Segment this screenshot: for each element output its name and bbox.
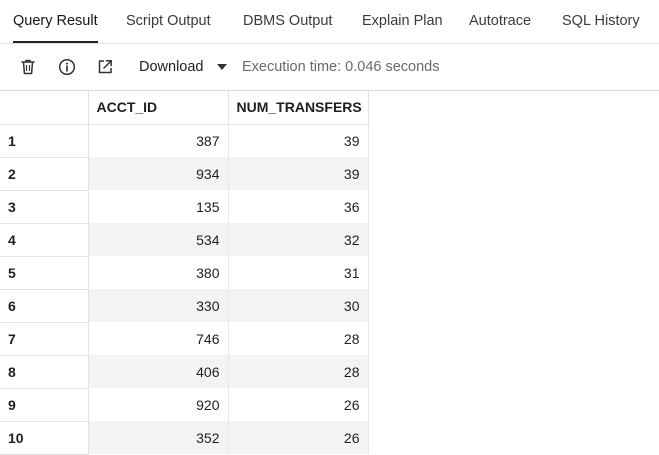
table-row[interactable]: 4 534 32 [0, 223, 369, 257]
cell-num-transfers[interactable]: 39 [228, 157, 369, 190]
row-number: 5 [0, 256, 89, 290]
cell-acct-id[interactable]: 135 [88, 190, 229, 223]
table-row[interactable]: 7 746 28 [0, 322, 369, 356]
table-row[interactable]: 9 920 26 [0, 388, 369, 422]
cell-acct-id[interactable]: 387 [88, 124, 229, 157]
cell-acct-id[interactable]: 920 [88, 388, 229, 421]
cell-acct-id[interactable]: 534 [88, 223, 229, 256]
row-number: 6 [0, 289, 89, 323]
cell-num-transfers[interactable]: 32 [228, 223, 369, 256]
table-row[interactable]: 10 352 26 [0, 421, 369, 455]
row-number: 9 [0, 388, 89, 422]
cell-num-transfers[interactable]: 36 [228, 190, 369, 223]
row-number: 1 [0, 124, 89, 158]
result-tabs: Query Result Script Output DBMS Output E… [0, 0, 659, 44]
cell-acct-id[interactable]: 352 [88, 421, 229, 454]
column-header-acct-id[interactable]: ACCT_ID [88, 91, 229, 125]
row-number: 2 [0, 157, 89, 191]
row-number: 3 [0, 190, 89, 224]
cell-acct-id[interactable]: 406 [88, 355, 229, 388]
cell-num-transfers[interactable]: 26 [228, 421, 369, 454]
row-number: 4 [0, 223, 89, 257]
cell-acct-id[interactable]: 934 [88, 157, 229, 190]
row-number: 7 [0, 322, 89, 356]
table-row[interactable]: 3 135 36 [0, 190, 369, 224]
tab-autotrace[interactable]: Autotrace [469, 13, 532, 29]
tab-explain-plan[interactable]: Explain Plan [362, 13, 443, 29]
open-external-icon[interactable] [95, 57, 115, 77]
cell-num-transfers[interactable]: 31 [228, 256, 369, 289]
table-row[interactable]: 8 406 28 [0, 355, 369, 389]
table-row[interactable]: 6 330 30 [0, 289, 369, 323]
row-number: 8 [0, 355, 89, 389]
cell-num-transfers[interactable]: 28 [228, 322, 369, 355]
row-number-header [0, 91, 89, 125]
download-button[interactable]: Download [139, 59, 204, 75]
chevron-down-icon[interactable] [217, 64, 227, 70]
table-row[interactable]: 5 380 31 [0, 256, 369, 290]
cell-acct-id[interactable]: 330 [88, 289, 229, 322]
tab-query-result[interactable]: Query Result [13, 0, 98, 43]
cell-acct-id[interactable]: 380 [88, 256, 229, 289]
row-number: 10 [0, 421, 89, 455]
header-row: ACCT_ID NUM_TRANSFERS [0, 91, 369, 125]
tab-sql-history[interactable]: SQL History [562, 13, 640, 29]
table-row[interactable]: 1 387 39 [0, 124, 369, 158]
trash-icon[interactable] [18, 57, 38, 77]
cell-num-transfers[interactable]: 28 [228, 355, 369, 388]
result-toolbar: Download Execution time: 0.046 seconds [0, 44, 659, 91]
execution-time: Execution time: 0.046 seconds [242, 59, 440, 75]
tab-dbms-output[interactable]: DBMS Output [243, 13, 333, 29]
cell-num-transfers[interactable]: 30 [228, 289, 369, 322]
cell-acct-id[interactable]: 746 [88, 322, 229, 355]
column-header-num-transfers[interactable]: NUM_TRANSFERS [228, 91, 369, 125]
tab-script-output[interactable]: Script Output [126, 13, 211, 29]
table-row[interactable]: 2 934 39 [0, 157, 369, 191]
cell-num-transfers[interactable]: 26 [228, 388, 369, 421]
cell-num-transfers[interactable]: 39 [228, 124, 369, 157]
results-grid: ACCT_ID NUM_TRANSFERS 1 387 39 2 934 3 9 … [0, 91, 369, 455]
info-icon[interactable] [57, 57, 77, 77]
